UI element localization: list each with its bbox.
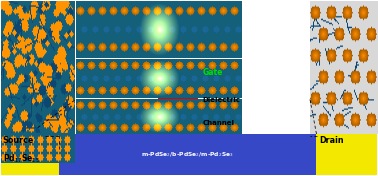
Bar [59, 134, 316, 175]
Text: Gate: Gate [202, 68, 223, 77]
Text: Drain: Drain [319, 136, 344, 145]
Bar [1, 134, 67, 175]
Text: Channel: Channel [202, 120, 234, 126]
Text: Dielectric: Dielectric [202, 97, 240, 103]
Text: Pd$_{17}$Se$_{15}$: Pd$_{17}$Se$_{15}$ [3, 153, 40, 165]
Text: Source: Source [3, 136, 34, 145]
Bar [158, 66, 198, 85]
Bar [158, 85, 198, 134]
Bar [316, 134, 377, 175]
Text: m-PdSe$_2$/b-PdSe$_2$/m-Pd$_2$Se$_3$: m-PdSe$_2$/b-PdSe$_2$/m-Pd$_2$Se$_3$ [141, 150, 234, 159]
